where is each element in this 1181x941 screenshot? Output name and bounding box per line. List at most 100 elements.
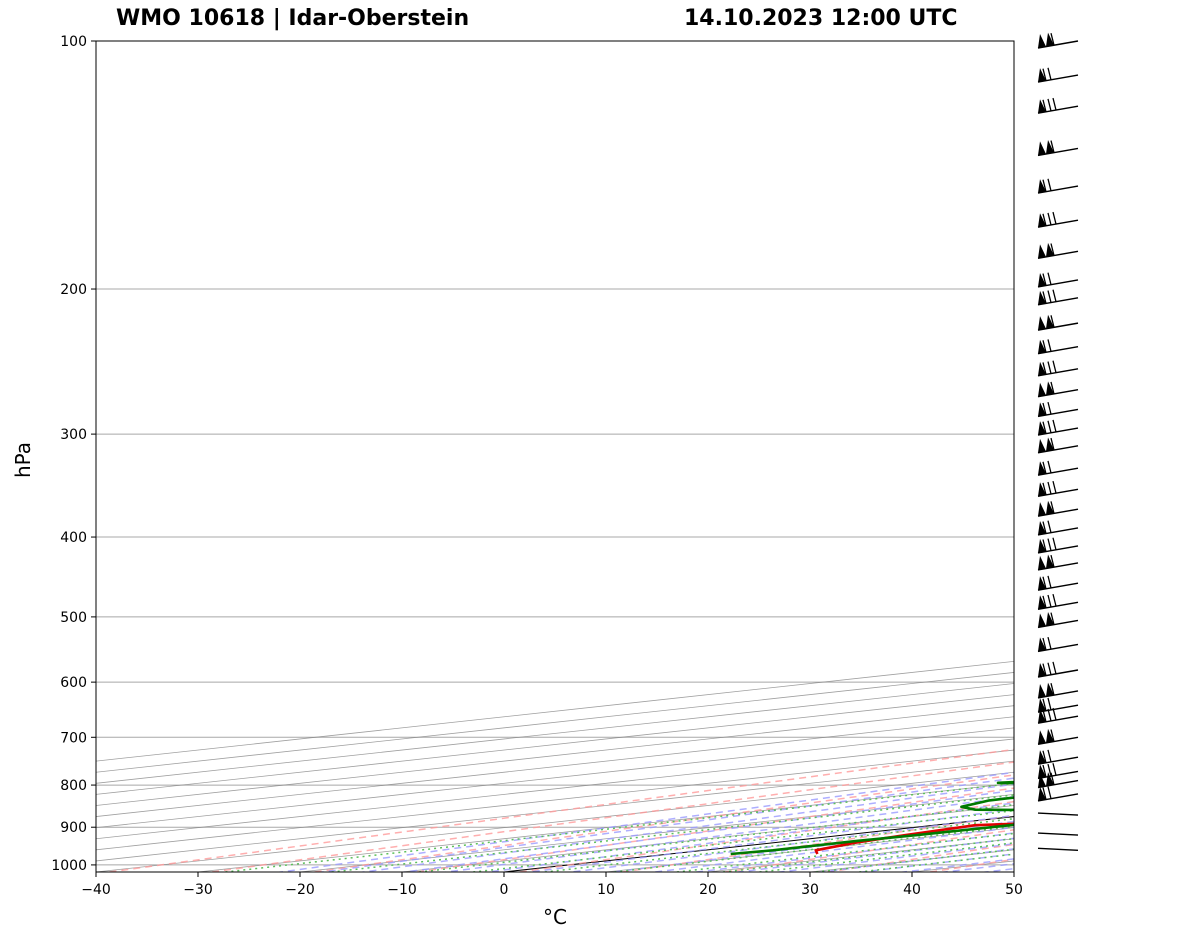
- y-tick-label: 1000: [51, 858, 87, 874]
- wind-barb: [1037, 697, 1079, 713]
- isotherm-line: [197, 782, 1014, 872]
- wind-barb: [1037, 272, 1079, 288]
- x-axis-label: °C: [543, 905, 567, 929]
- x-tick-label: −10: [387, 882, 417, 898]
- chart-title-station: WMO 10618 | Idar-Oberstein: [116, 6, 470, 31]
- isotherm-line: [96, 660, 1014, 762]
- mixing-ratio-line: [759, 842, 1014, 872]
- x-tick-label: 30: [801, 882, 819, 898]
- wind-barb: [1037, 520, 1079, 536]
- isotherm-line: [96, 716, 1014, 817]
- y-tick-label: 900: [60, 820, 87, 836]
- moist-adiabat: [357, 783, 1014, 872]
- x-tick-label: −40: [81, 882, 111, 898]
- isotherm-line: [96, 694, 1014, 795]
- wind-barb: [1037, 554, 1079, 571]
- wind-barb: [1037, 728, 1079, 745]
- wind-barb: [1037, 67, 1079, 83]
- isotherm-line: [96, 672, 1014, 773]
- moist-adiabat: [565, 814, 1014, 872]
- dry-adiabat: [827, 843, 1014, 872]
- wind-barb: [1037, 537, 1079, 554]
- isotherm-line: [605, 827, 1014, 872]
- isotherm-line: [96, 705, 1014, 806]
- wind-barb: [1037, 401, 1079, 418]
- profile-lines: [730, 780, 1014, 856]
- wind-barb: [1037, 707, 1079, 724]
- y-tick-label: 600: [60, 675, 87, 691]
- wind-barb: [1037, 575, 1079, 591]
- y-tick-label: 700: [60, 730, 87, 746]
- x-tick-label: 10: [597, 882, 615, 898]
- moist-adiabat: [649, 826, 1014, 872]
- y-tick-label: 800: [60, 778, 87, 794]
- mixing-ratio-line: [614, 825, 1014, 872]
- chart-title-datetime: 14.10.2023 12:00 UTC: [684, 6, 958, 31]
- wind-barb: [1037, 612, 1079, 629]
- dry-adiabat: [519, 800, 1014, 872]
- wind-barb: [1037, 786, 1079, 802]
- wind-barb: [1037, 749, 1079, 765]
- wind-barb: [1037, 763, 1079, 780]
- isotherm-line: [96, 727, 1014, 829]
- wind-barb: [1037, 381, 1079, 398]
- x-tick-label: −20: [285, 882, 315, 898]
- wind-barb: [1037, 419, 1079, 436]
- wind-barb: [1037, 437, 1079, 454]
- wind-barb: [1037, 593, 1079, 610]
- moist-adiabat: [482, 802, 1014, 872]
- wind-barb: [1037, 314, 1079, 331]
- isotherm-line: [96, 760, 1014, 862]
- wind-barb: [1037, 636, 1079, 653]
- dry-adiabat: [1033, 41, 1181, 872]
- isotherm-line: [809, 849, 1014, 872]
- moist-adiabat: [607, 820, 1014, 872]
- dry-adiabat: [1135, 41, 1181, 872]
- wind-barb: [1037, 480, 1079, 497]
- isotherm-line: [299, 793, 1014, 872]
- wind-barb: [1037, 211, 1079, 228]
- axes: −40 −30 −20 −10 0 10 20 30 40 50 100 200 300 400 500 60…: [51, 34, 1023, 898]
- isotherm-line: [911, 860, 1014, 872]
- zero-isotherm: [503, 816, 1014, 872]
- background-lines: [96, 41, 1181, 872]
- x-tick-label: 0: [500, 882, 509, 898]
- wind-barb: [1037, 339, 1079, 355]
- dry-adiabat: [929, 858, 1014, 872]
- moist-adiabat: [773, 843, 1014, 872]
- isotherm-line: [707, 838, 1014, 872]
- mixing-ratio-line: [722, 837, 1014, 872]
- moist-adiabat: [897, 858, 1014, 872]
- mixing-ratio-line: [544, 817, 1014, 872]
- moist-adiabat: [316, 777, 1014, 872]
- wind-barb: [1037, 360, 1079, 377]
- isotherm-line: [401, 805, 1014, 872]
- y-tick-label: 300: [60, 427, 87, 443]
- x-tick-label: 20: [699, 882, 717, 898]
- mixing-ratio-line: [225, 782, 1014, 872]
- moist-adiabat: [732, 837, 1014, 872]
- moist-adiabat: [275, 771, 1014, 872]
- wind-barb: [1037, 242, 1079, 260]
- isotherm-line: [96, 749, 1014, 851]
- dry-adiabat: [314, 774, 1014, 872]
- dry-adiabat: [622, 814, 1014, 872]
- wind-barb: [1037, 812, 1079, 816]
- y-tick-label: 200: [60, 282, 87, 298]
- wind-barb: [1037, 832, 1079, 836]
- wind-barb: [1037, 682, 1079, 699]
- dry-adiabat: [211, 761, 1014, 872]
- moist-adiabat: [814, 848, 1014, 872]
- isotherm-line: [96, 738, 1014, 840]
- wind-barb: [1037, 500, 1079, 517]
- wind-barb: [1037, 289, 1079, 306]
- isotherm-line: [96, 683, 1014, 784]
- wind-barb: [1037, 178, 1079, 194]
- y-tick-label: 100: [60, 34, 87, 50]
- dry-adiabat: [724, 828, 1014, 872]
- x-tick-label: 40: [903, 882, 921, 898]
- dewpoint-profile: [730, 780, 1014, 856]
- plot-frame: [95, 40, 1015, 873]
- wind-barb: [1037, 97, 1079, 114]
